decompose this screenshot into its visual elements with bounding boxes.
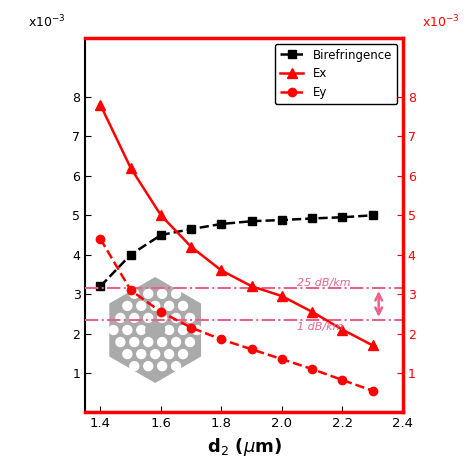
- Text: x10$^{-3}$: x10$^{-3}$: [422, 14, 460, 30]
- Legend: Birefringence, Ex, Ey: Birefringence, Ex, Ey: [275, 44, 397, 104]
- Text: x10$^{-3}$: x10$^{-3}$: [28, 14, 66, 30]
- X-axis label: d$_2$ ($\mu$m): d$_2$ ($\mu$m): [207, 436, 282, 458]
- Text: 25 dB/km: 25 dB/km: [297, 278, 351, 288]
- Text: 1 dB/km: 1 dB/km: [297, 321, 344, 332]
